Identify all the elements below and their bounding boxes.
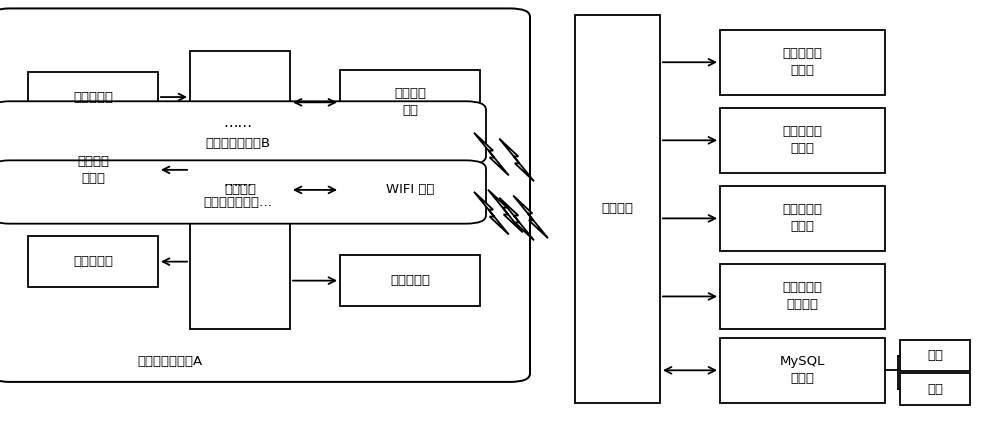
Text: 人机交互
模块: 人机交互 模块 bbox=[394, 87, 426, 117]
Polygon shape bbox=[474, 133, 509, 176]
Bar bbox=[340, 70, 480, 135]
Text: 移动式监测装置…: 移动式监测装置… bbox=[203, 196, 273, 209]
Bar bbox=[190, 51, 290, 329]
Bar bbox=[720, 338, 885, 403]
Bar bbox=[720, 186, 885, 251]
Text: MySQL
数据库: MySQL 数据库 bbox=[780, 355, 825, 385]
Text: ……: …… bbox=[224, 115, 253, 130]
Polygon shape bbox=[513, 195, 548, 238]
Text: WIFI 模块: WIFI 模块 bbox=[386, 184, 434, 196]
Bar bbox=[28, 236, 158, 287]
Text: 主机模块: 主机模块 bbox=[601, 203, 634, 215]
Bar bbox=[28, 137, 158, 203]
Text: 温度: 温度 bbox=[927, 383, 943, 396]
Bar bbox=[340, 255, 480, 306]
Bar bbox=[720, 108, 885, 173]
Text: ……: …… bbox=[224, 174, 253, 189]
Bar bbox=[575, 15, 660, 403]
Text: 控制模块: 控制模块 bbox=[224, 184, 256, 196]
Text: 温度报警器: 温度报警器 bbox=[390, 274, 430, 287]
Text: 二自由度
云平台: 二自由度 云平台 bbox=[77, 155, 109, 185]
Text: 数据显示器: 数据显示器 bbox=[73, 255, 113, 268]
Bar bbox=[28, 72, 158, 122]
Text: 移动式监测装置B: 移动式监测装置B bbox=[205, 137, 271, 150]
Polygon shape bbox=[499, 138, 534, 181]
Text: 图像: 图像 bbox=[927, 349, 943, 362]
FancyBboxPatch shape bbox=[0, 160, 486, 224]
Text: 移动式监控装置A: 移动式监控装置A bbox=[137, 355, 203, 368]
Polygon shape bbox=[488, 189, 523, 233]
Text: 导线温度报
警模块: 导线温度报 警模块 bbox=[782, 203, 822, 233]
Bar bbox=[900, 373, 970, 405]
Bar bbox=[340, 160, 480, 219]
Polygon shape bbox=[499, 197, 534, 240]
Bar bbox=[900, 340, 970, 371]
Text: 系统参数配
置模块: 系统参数配 置模块 bbox=[782, 47, 822, 77]
Text: 导线温度可
视化模块: 导线温度可 视化模块 bbox=[782, 281, 822, 311]
Bar bbox=[720, 30, 885, 95]
Polygon shape bbox=[474, 192, 509, 235]
Bar bbox=[720, 264, 885, 329]
FancyBboxPatch shape bbox=[0, 8, 530, 382]
FancyBboxPatch shape bbox=[0, 101, 486, 165]
Text: 导线温度识
别模块: 导线温度识 别模块 bbox=[782, 125, 822, 155]
Text: 红外热像仪: 红外热像仪 bbox=[73, 91, 113, 103]
